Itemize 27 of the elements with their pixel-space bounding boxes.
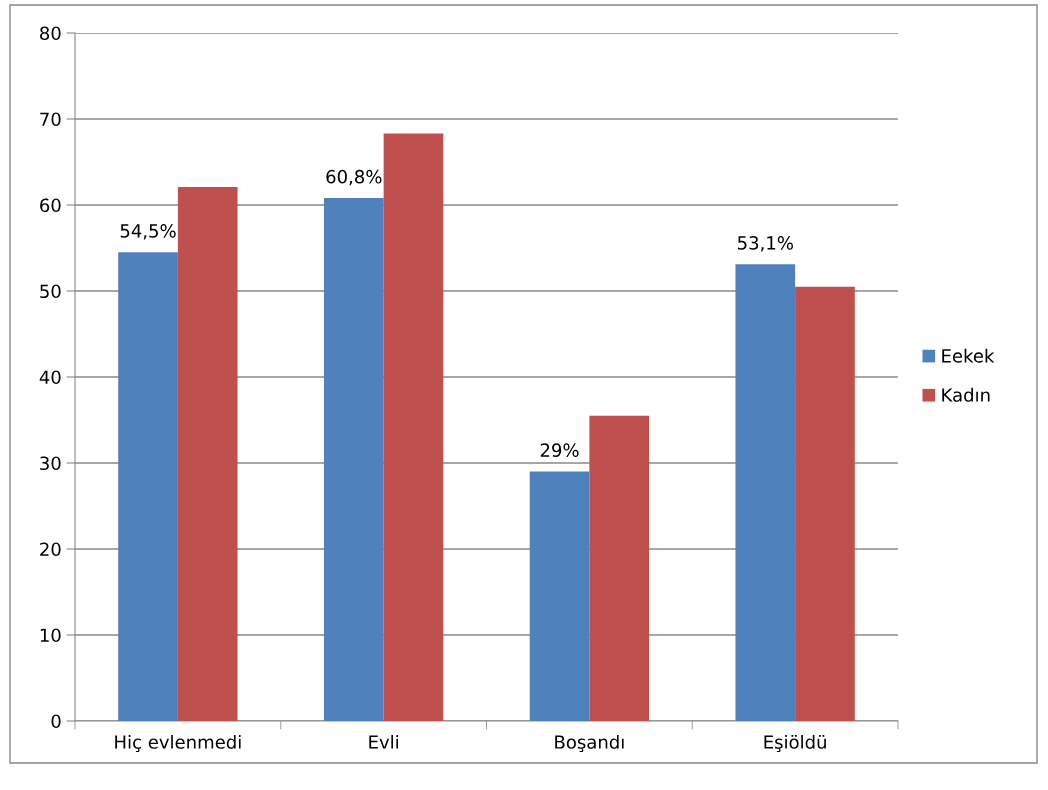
data-label: 53,1% bbox=[738, 236, 793, 252]
y-tick-label: 80 bbox=[40, 26, 61, 41]
y-tick-label: 0 bbox=[51, 714, 61, 729]
data-label: 29% bbox=[540, 443, 579, 457]
bar bbox=[529, 471, 590, 721]
x-tick-label: Evli bbox=[369, 734, 398, 749]
x-tick-label: Hiç evlenmedi bbox=[115, 734, 241, 753]
legend-label: Eekek bbox=[942, 348, 995, 363]
y-tick-label: 30 bbox=[40, 456, 61, 471]
bar bbox=[589, 415, 650, 721]
y-tick-label: 40 bbox=[39, 370, 61, 385]
data-label: 54,5% bbox=[120, 224, 176, 240]
bar bbox=[177, 186, 238, 721]
bar bbox=[795, 286, 855, 721]
bar bbox=[323, 198, 384, 721]
x-tick-label: Boşandı bbox=[555, 734, 624, 753]
data-label: 60,8% bbox=[326, 169, 382, 186]
bar bbox=[735, 264, 796, 721]
bar bbox=[118, 252, 178, 721]
x-tick-label: Eşiöldü bbox=[764, 734, 826, 753]
bar bbox=[383, 133, 444, 721]
legend-label: Kadın bbox=[942, 387, 990, 402]
y-tick-label: 70 bbox=[40, 112, 61, 127]
y-tick-label: 50 bbox=[40, 284, 61, 299]
y-tick-label: 10 bbox=[40, 628, 61, 643]
y-tick-label: 60 bbox=[40, 198, 61, 213]
y-tick-label: 20 bbox=[40, 542, 61, 557]
